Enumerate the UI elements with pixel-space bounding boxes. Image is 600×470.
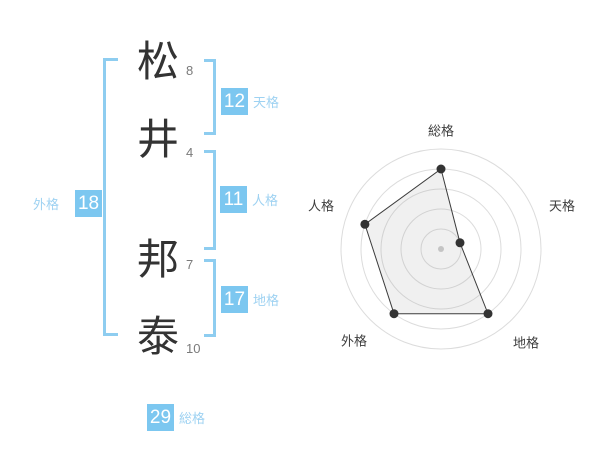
chikaku-bracket-line: [213, 259, 216, 337]
name-char-4: 泰: [136, 313, 179, 360]
jinkaku-value-badge: 11: [220, 186, 247, 213]
gaikaku-row: 外格 18: [33, 190, 103, 217]
radar-axis-label-1: 天格: [549, 199, 575, 214]
radar-axis-label-2: 地格: [513, 336, 539, 351]
radar-ring-2: [400, 208, 482, 290]
radar-point-4: [360, 219, 370, 229]
radar-point-0: [436, 164, 446, 174]
radar-point-1: [455, 238, 465, 248]
jinkaku-row: 11 人格: [220, 186, 278, 213]
radar-value-polygon: [364, 168, 489, 315]
stroke-count-3: 7: [186, 257, 194, 272]
soukaku-value-badge: 29: [147, 404, 174, 431]
gaikaku-label: 外格: [33, 197, 60, 212]
tenkaku-bracket-tick-top: [204, 59, 216, 62]
radar-point-2: [483, 309, 493, 319]
name-char-3: 邦: [136, 236, 179, 283]
radar-point-3: [389, 309, 399, 319]
stroke-count-1: 8: [186, 63, 194, 78]
stroke-count-4: 10: [186, 341, 201, 356]
tenkaku-label: 天格: [253, 95, 280, 110]
radar-axis-label-0: 総格: [428, 124, 454, 139]
radar-ring-5: [340, 148, 542, 350]
tenkaku-bracket-tick-bottom: [204, 132, 216, 135]
jinkaku-bracket-line: [213, 150, 216, 250]
radar-axis-label-4: 人格: [308, 199, 334, 214]
name-char-2: 井: [136, 116, 179, 163]
soukaku-label: 総格: [179, 411, 206, 426]
chikaku-bracket-tick-bottom: [204, 334, 216, 337]
radar-center-dot: [438, 246, 444, 252]
radar-axis-label-3: 外格: [341, 334, 367, 349]
tenkaku-row: 12 天格: [221, 88, 279, 115]
chikaku-row: 17 地格: [221, 286, 279, 313]
soukaku-row: 29 総格: [147, 404, 205, 431]
chikaku-bracket-tick-top: [204, 259, 216, 262]
chikaku-value-badge: 17: [221, 286, 248, 313]
gaikaku-bracket-tick-bottom: [103, 333, 118, 336]
gaikaku-bracket-line: [103, 58, 106, 336]
jinkaku-bracket-tick-bottom: [204, 247, 216, 250]
tenkaku-bracket-line: [213, 59, 216, 135]
stroke-count-2: 4: [186, 145, 194, 160]
radar-ring-1: [420, 228, 462, 270]
gaikaku-value-badge: 18: [75, 190, 103, 217]
tenkaku-value-badge: 12: [221, 88, 248, 115]
chikaku-label: 地格: [253, 293, 280, 308]
jinkaku-bracket-tick-top: [204, 150, 216, 153]
jinkaku-label: 人格: [252, 193, 279, 208]
gaikaku-bracket-tick-top: [103, 58, 118, 61]
name-char-1: 松: [136, 38, 179, 85]
radar-ring-3: [380, 188, 502, 310]
